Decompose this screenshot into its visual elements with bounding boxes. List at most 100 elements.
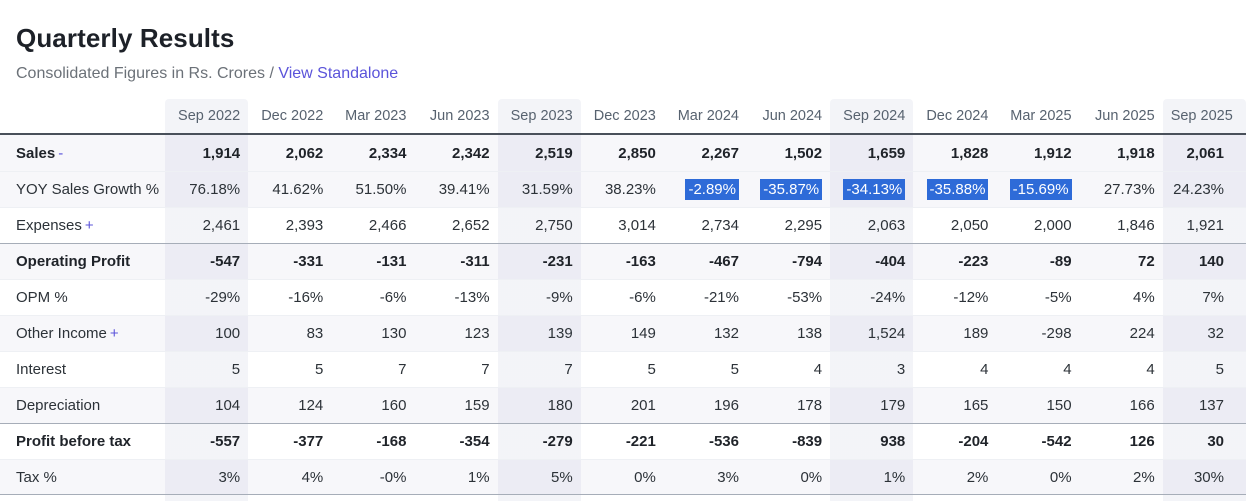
table-row-partial [0, 495, 1246, 501]
value-cell: 1,828 [913, 135, 997, 171]
value-cell: -131 [331, 243, 415, 279]
value-cell: 196 [663, 387, 747, 423]
value-cell: -21% [663, 279, 747, 315]
row-label: Tax % [16, 468, 57, 486]
value-cell: -839 [746, 423, 831, 459]
value-cell: 51.50% [331, 171, 415, 207]
figures-subtitle: Consolidated Figures in Rs. Crores / Vie… [16, 64, 1230, 83]
value-cell: 126 [1079, 423, 1163, 459]
value-cell: -279 [497, 423, 581, 459]
column-header-jun-2025: Jun 2025 [1079, 99, 1163, 135]
value-cell: 165 [913, 387, 997, 423]
value-cell: -35.88% [913, 171, 997, 207]
column-header-dec-2023: Dec 2023 [580, 99, 664, 135]
row-label: Depreciation [16, 397, 101, 414]
subtitle-text: Consolidated Figures in Rs. Crores / [16, 65, 274, 82]
column-header-sep-2023: Sep 2023 [497, 99, 581, 135]
value-cell: 2% [913, 459, 997, 495]
value-cell: -6% [331, 279, 415, 315]
value-cell [830, 495, 914, 501]
value-cell [248, 495, 331, 501]
value-cell: 137 [1162, 387, 1246, 423]
value-cell: -557 [165, 423, 249, 459]
collapse-toggle-link[interactable]: - [58, 144, 64, 162]
value-cell: 2,342 [414, 135, 498, 171]
view-standalone-link[interactable]: View Standalone [278, 65, 399, 82]
value-cell: -24% [830, 279, 914, 315]
quarter-header-row: Sep 2022 Dec 2022 Mar 2023 Jun 2023 Sep 2023… [0, 99, 1246, 135]
value-cell [165, 495, 249, 501]
column-header-mar-2024: Mar 2024 [663, 99, 747, 135]
value-cell [1162, 495, 1246, 501]
table-row: YOY Sales Growth % 76.18% 41.62% 51.50% 39.4… [0, 171, 1246, 207]
value-cell: 124 [248, 387, 332, 423]
column-header-jun-2024: Jun 2024 [746, 99, 831, 135]
value-cell: 180 [497, 387, 581, 423]
value-cell: 5 [1162, 351, 1246, 387]
row-label: OPM % [16, 289, 68, 306]
value-cell: 2,461 [165, 207, 249, 243]
value-cell: -377 [248, 423, 332, 459]
value-cell: -467 [663, 243, 747, 279]
value-cell: -542 [996, 423, 1080, 459]
value-cell [0, 495, 165, 501]
value-cell: 1,659 [830, 135, 914, 171]
value-cell: -311 [414, 243, 498, 279]
value-cell: -331 [248, 243, 332, 279]
row-label-cell: YOY Sales Growth % [0, 171, 165, 207]
value-cell: 5 [663, 351, 747, 387]
value-cell: 32 [1162, 315, 1246, 351]
row-label: Sales [16, 144, 56, 162]
row-label-cell: Sales - [0, 135, 165, 171]
row-label: Other Income [16, 325, 107, 342]
value-cell: 2,652 [414, 207, 498, 243]
value-cell: -404 [830, 243, 914, 279]
expand-toggle-link[interactable]: + [84, 217, 94, 234]
value-cell: -89 [996, 243, 1080, 279]
value-cell: 4 [1079, 351, 1163, 387]
selected-value: -2.89% [685, 179, 739, 200]
value-cell: 160 [331, 387, 415, 423]
table-row: Profit before tax -557 -377 -168 -354 -279 -22… [0, 423, 1246, 459]
value-cell: 2,466 [331, 207, 415, 243]
value-cell [331, 495, 414, 501]
value-cell: 83 [248, 315, 332, 351]
column-header-jun-2023: Jun 2023 [414, 99, 498, 135]
value-cell: 1,921 [1162, 207, 1246, 243]
value-cell [581, 495, 664, 501]
value-cell: 24.23% [1162, 171, 1246, 207]
value-cell: 2,000 [996, 207, 1080, 243]
table-row: Depreciation 104 124 160 159 180 201 196 178 179 1… [0, 387, 1246, 423]
value-cell: -547 [165, 243, 249, 279]
value-cell: 140 [1162, 243, 1246, 279]
value-cell: 2,393 [248, 207, 332, 243]
table-row: Interest 5 5 7 7 7 5 5 4 3 4 4 4 5 [0, 351, 1246, 387]
row-label: YOY Sales Growth % [16, 181, 160, 198]
value-cell: 166 [1079, 387, 1163, 423]
value-cell: 1,914 [165, 135, 249, 171]
value-cell: 138 [746, 315, 831, 351]
value-cell: 3,014 [580, 207, 664, 243]
value-cell: -12% [913, 279, 997, 315]
value-cell: 1% [414, 459, 498, 495]
value-cell: 27.73% [1079, 171, 1163, 207]
value-cell: -794 [746, 243, 831, 279]
value-cell: -0% [331, 459, 415, 495]
row-label: Operating Profit [16, 253, 131, 270]
value-cell [414, 495, 497, 501]
value-cell: 7 [331, 351, 415, 387]
value-cell: 123 [414, 315, 498, 351]
value-cell: 3% [165, 459, 249, 495]
row-label-cell: Tax % [0, 459, 165, 495]
row-label: Expenses [16, 217, 82, 234]
value-cell: -29% [165, 279, 249, 315]
value-cell: 3 [830, 351, 914, 387]
value-cell: 72 [1079, 243, 1163, 279]
value-cell: 2,267 [663, 135, 747, 171]
selected-value: -35.87% [760, 179, 823, 200]
value-cell: 2,519 [497, 135, 581, 171]
value-cell: 104 [165, 387, 249, 423]
expand-toggle-link[interactable]: + [109, 325, 119, 342]
value-cell: 7 [414, 351, 498, 387]
row-label-cell: Interest [0, 351, 165, 387]
